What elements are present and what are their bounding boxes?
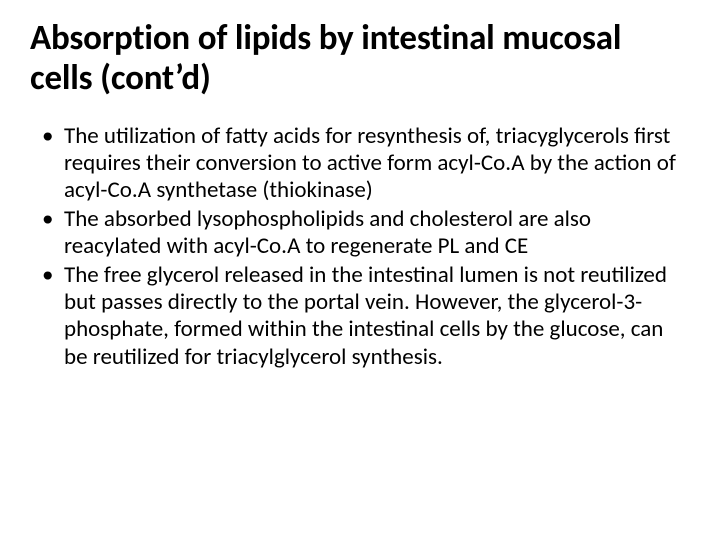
bullet-list: The utilization of fatty acids for resyn… <box>42 123 690 371</box>
slide: Absorption of lipids by intestinal mucos… <box>0 0 720 540</box>
bullet-item: The absorbed lysophospholipids and chole… <box>42 206 690 260</box>
bullet-item: The free glycerol released in the intest… <box>42 262 690 371</box>
slide-title: Absorption of lipids by intestinal mucos… <box>30 18 690 99</box>
slide-body: The utilization of fatty acids for resyn… <box>30 123 690 371</box>
bullet-item: The utilization of fatty acids for resyn… <box>42 123 690 204</box>
